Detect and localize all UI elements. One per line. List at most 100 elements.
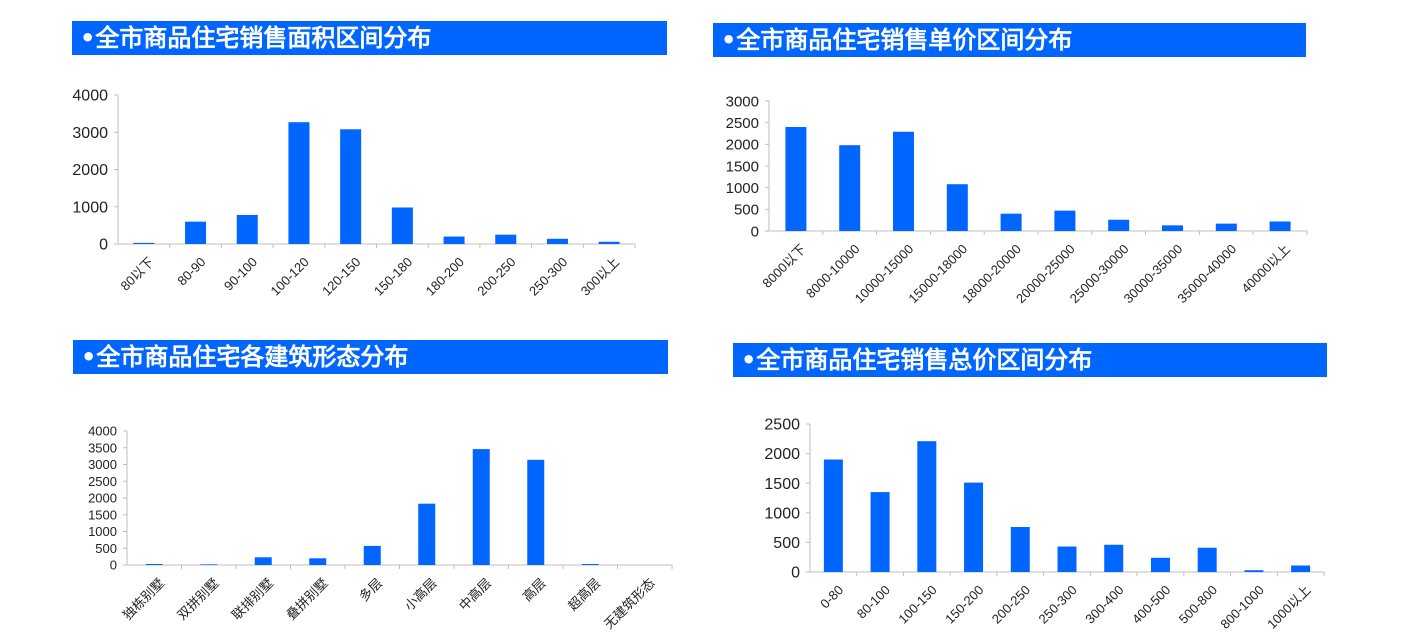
total-price-bar [964,482,984,572]
building-type-bar [527,459,545,565]
building-type-y-tick-label: 0 [110,558,117,573]
building-type-y-tick-label: 3500 [88,440,117,455]
building-type-category-label: 无建筑形态 [601,575,658,632]
unit-price-bar [1269,221,1291,231]
area-category-label: 120-150 [319,254,363,298]
area-y-tick-label: 0 [99,237,108,254]
building-type-bar [363,545,381,565]
total-price-bar [1104,544,1124,572]
building-type-y-tick-label: 1500 [88,507,117,522]
building-type-y-tick-label: 4000 [88,424,117,439]
unit-price-y-tick-label: 500 [734,202,759,219]
unit-price-bar [1215,223,1237,231]
unit-price-category-label: 8000-10000 [803,241,863,301]
unit-price-bar [946,184,968,231]
total-price-y-tick-label: 1500 [764,476,800,493]
building-type-category-label: 联排别墅 [229,575,276,622]
unit-price-bar [1108,219,1130,231]
total-price-y-tick-label: 1000 [764,505,800,522]
area-category-label: 80以下 [118,254,157,293]
panel-title-area: •全市商品住宅销售面积区间分布 [72,21,667,55]
panel-title-unit-price: •全市商品住宅销售单价区间分布 [713,23,1306,57]
unit-price-y-tick-label: 2500 [726,115,759,132]
total-price-category-label: 300-400 [1082,582,1126,626]
building-type-category-label: 中高层 [456,575,494,613]
total-price-bar [1244,570,1264,572]
area-category-label: 250-300 [526,254,570,298]
building-type-category-label: 双拼别墅 [174,575,221,622]
area-category-label: 300以上 [578,254,622,298]
building-type-bar [254,557,272,565]
unit-price-y-tick-label: 0 [751,223,759,240]
building-type-category-label: 独栋别墅 [120,575,167,622]
total-price-category-label: 1000以上 [1264,582,1313,631]
total-price-y-tick-label: 2500 [764,417,800,434]
building-type-category-label: 多层 [356,575,385,604]
building-type-y-tick-label: 3000 [88,457,117,472]
area-bar [443,236,465,244]
total-price-bar [1150,557,1170,572]
total-price-category-label: 80-100 [854,582,893,621]
building-type-category-label: 叠拼别墅 [283,575,330,622]
total-price-bar [1057,546,1077,572]
unit-price-y-tick-label: 1000 [726,180,759,197]
total-price-category-label: 100-150 [895,582,939,626]
total-price-category-label: 500-800 [1176,582,1220,626]
area-y-tick-label: 4000 [72,88,108,105]
area-bar [236,214,258,244]
unit-price-y-tick-label: 2000 [726,137,759,154]
area-y-tick-label: 3000 [72,125,108,142]
total-price-category-label: 250-300 [1036,582,1080,626]
total-price-bar [870,492,890,572]
area-y-tick-label: 2000 [72,162,108,179]
area-category-label: 80-90 [174,254,208,288]
area-category-label: 150-180 [371,254,415,298]
building-type-y-tick-label: 2500 [88,474,117,489]
building-type-bar [309,558,327,565]
building-type-y-tick-label: 1000 [88,524,117,539]
total-price-y-tick-label: 500 [773,535,800,552]
area-bar [185,221,207,244]
area-bar [598,241,620,244]
area-category-label: 180-200 [423,254,467,298]
building-type-bar [145,563,163,565]
unit-price-bar [1162,225,1183,231]
total-price-y-tick-label: 0 [791,565,800,582]
total-price-bar [1197,547,1217,572]
total-price-bar [917,441,937,572]
area-y-tick-label: 1000 [72,199,108,216]
area-category-label: 200-250 [474,254,518,298]
panel-title-total-price: •全市商品住宅销售总价区间分布 [733,343,1327,377]
building-type-bar [200,564,218,565]
building-type-bar [581,563,599,565]
building-type-category-label: 超高层 [565,575,603,613]
area-bar [288,122,310,244]
area-bar [133,242,155,244]
building-type-category-label: 小高层 [401,575,439,613]
total-price-bar [1291,565,1311,572]
area-bar [340,129,362,244]
total-price-bar [1010,527,1030,572]
total-price-category-label: 800-1000 [1217,582,1266,631]
area-bar [546,238,568,244]
unit-price-bar [839,145,861,231]
building-type-category-label: 高层 [520,575,549,604]
total-price-category-label: 0-80 [817,582,846,611]
building-type-y-tick-label: 500 [95,541,117,556]
unit-price-bar [785,127,807,231]
unit-price-bar [893,131,914,231]
total-price-bar [823,459,843,572]
building-type-y-tick-label: 2000 [88,491,117,506]
building-type-bar [418,503,436,565]
area-bar [495,234,517,244]
unit-price-y-tick-label: 1500 [726,158,759,175]
unit-price-bar [1054,210,1076,231]
unit-price-bar [1000,213,1022,231]
building-type-bar [472,449,490,565]
area-bar [391,207,413,244]
total-price-y-tick-label: 2000 [764,446,800,463]
total-price-category-label: 400-500 [1129,582,1173,626]
unit-price-y-tick-label: 3000 [726,93,759,110]
unit-price-category-label: 40000以上 [1238,241,1293,296]
